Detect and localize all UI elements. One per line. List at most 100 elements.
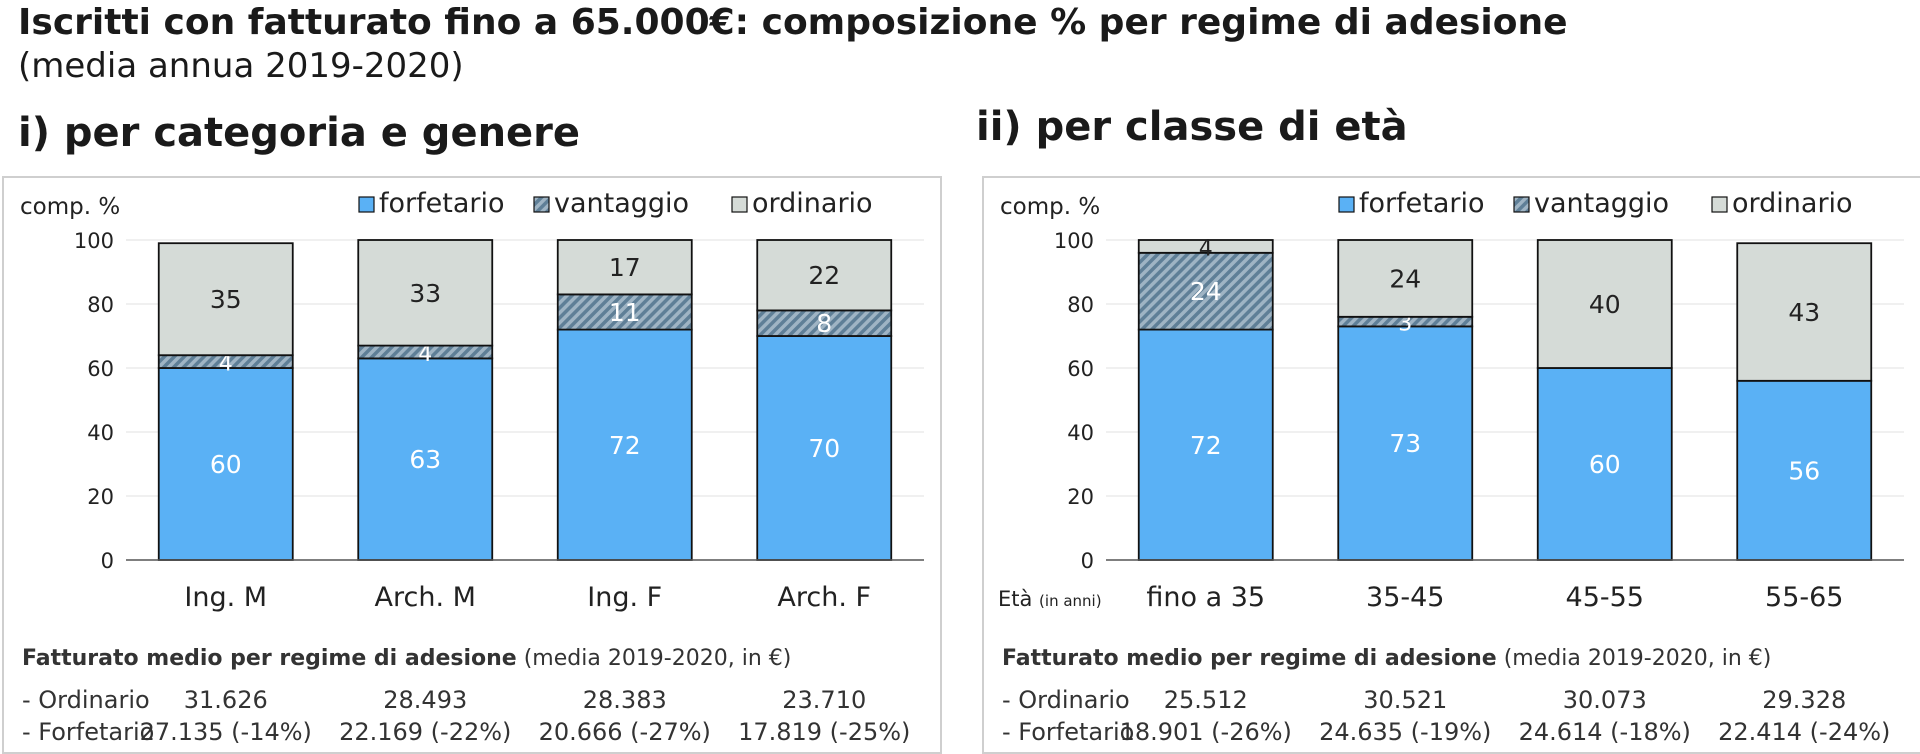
footer-value-cell: 30.521 xyxy=(1363,686,1448,714)
y-tick-label: 0 xyxy=(101,549,114,573)
y-tick-label: 80 xyxy=(1067,293,1094,317)
x-tick-label: 55-65 xyxy=(1765,582,1843,613)
section-heading-age-class: ii) per classe di età xyxy=(976,104,1408,150)
data-label-ordinario: 22 xyxy=(808,261,840,290)
y-tick-label: 100 xyxy=(74,229,114,253)
legend-label-forfetario: forfetario xyxy=(1359,188,1485,219)
legend-swatch-forfetario xyxy=(358,196,375,213)
footer-value-cell: 24.614 (-18%) xyxy=(1518,718,1691,746)
footer-value-cell: 30.073 xyxy=(1562,686,1647,714)
bar-segment-forfetario xyxy=(1736,379,1873,561)
chart-panel-category-gender: comp. % forfetario vantaggio ordinario 0 20 40… xyxy=(2,176,942,754)
data-label-forfetario: 60 xyxy=(1589,450,1621,479)
data-label-forfetario: 60 xyxy=(210,450,242,479)
footer-value-cell: 22.414 (-24%) xyxy=(1718,718,1891,746)
data-label-ordinario: 17 xyxy=(609,253,641,282)
stacked-bar-chart-age-class: comp. % forfetario vantaggio ordinario 0 20 40… xyxy=(998,188,1904,613)
footer-value-cell: 27.135 (-14%) xyxy=(139,718,312,746)
legend-swatch-forfetario xyxy=(1338,196,1355,213)
data-label-forfetario: 63 xyxy=(409,445,441,474)
bar-segment-ordinario xyxy=(157,242,294,357)
footer-title: Fatturato medio per regime di adesione (… xyxy=(1002,646,1771,671)
bar-segment-forfetario xyxy=(756,335,893,561)
x-axis-label-main: Età xyxy=(998,587,1039,611)
data-label-forfetario: 72 xyxy=(1190,431,1222,460)
data-label-ordinario: 40 xyxy=(1589,290,1621,319)
footer-value-cell: 23.710 xyxy=(782,686,867,714)
x-tick-label: Arch. F xyxy=(777,582,871,613)
footer-title-bold: Fatturato medio per regime di adesione xyxy=(22,646,517,671)
bar-segment-forfetario xyxy=(357,357,494,561)
y-tick-label: 20 xyxy=(87,485,114,509)
data-label-ordinario: 4 xyxy=(1199,236,1213,261)
footer-value-cell: 20.666 (-27%) xyxy=(538,718,711,746)
bar-segment-ordinario xyxy=(357,239,494,347)
legend-swatch-vantaggio xyxy=(533,196,550,213)
y-tick-label: 40 xyxy=(1067,421,1094,445)
footer-row-label: - Forfetario xyxy=(22,718,155,746)
bar-segment-ordinario xyxy=(1337,239,1474,318)
footer-row-label: - Ordinario xyxy=(22,686,150,714)
footer-title: Fatturato medio per regime di adesione (… xyxy=(22,646,791,671)
data-label-vantaggio: 24 xyxy=(1190,277,1222,306)
bar-segment-ordinario xyxy=(556,239,693,296)
bar-segment-forfetario xyxy=(1536,367,1673,561)
y-tick-label: 20 xyxy=(1067,485,1094,509)
x-axis-label: Età (in anni) xyxy=(998,587,1102,611)
y-axis-label: comp. % xyxy=(1000,194,1100,220)
bar-segment-ordinario xyxy=(756,239,893,312)
data-label-ordinario: 43 xyxy=(1788,298,1820,327)
footer-value-cell: 31.626 xyxy=(183,686,268,714)
bar-segment-vantaggio xyxy=(756,309,893,337)
x-tick-label: 45-55 xyxy=(1566,582,1644,613)
footer-value-cell: 22.169 (-22%) xyxy=(339,718,512,746)
bar-segment-ordinario xyxy=(1137,239,1274,254)
data-label-vantaggio: 3 xyxy=(1398,312,1412,337)
x-tick-label: Ing. M xyxy=(184,582,267,613)
legend-swatch-ordinario xyxy=(1711,196,1728,213)
y-tick-label: 80 xyxy=(87,293,114,317)
bar-segment-ordinario xyxy=(1736,242,1873,382)
footer-row-label: - Forfetario xyxy=(1002,718,1135,746)
legend-label-vantaggio: vantaggio xyxy=(554,188,689,219)
data-label-forfetario: 72 xyxy=(609,431,641,460)
bar-segment-forfetario xyxy=(157,367,294,561)
footer-title-rest: (media 2019-2020, in €) xyxy=(523,646,792,671)
data-label-forfetario: 70 xyxy=(808,434,840,463)
bar-segment-ordinario xyxy=(1536,239,1673,369)
x-tick-label: 35-45 xyxy=(1366,582,1444,613)
data-label-vantaggio: 4 xyxy=(418,342,432,367)
footer-value-cell: 28.493 xyxy=(383,686,468,714)
chart-panel-age-class: comp. % forfetario vantaggio ordinario 0 20 40… xyxy=(982,176,1920,754)
data-label-forfetario: 56 xyxy=(1788,456,1820,485)
y-tick-label: 60 xyxy=(87,357,114,381)
data-label-vantaggio: 8 xyxy=(816,309,832,338)
data-label-ordinario: 33 xyxy=(409,279,441,308)
legend-label-ordinario: ordinario xyxy=(752,188,873,219)
footer-value-cell: 29.328 xyxy=(1762,686,1847,714)
x-tick-label: Ing. F xyxy=(587,582,662,613)
y-tick-label: 40 xyxy=(87,421,114,445)
y-tick-label: 0 xyxy=(1081,549,1094,573)
page-title: Iscritti con fatturato fino a 65.000€: c… xyxy=(18,2,1568,43)
data-label-vantaggio: 11 xyxy=(609,298,641,327)
y-tick-label: 100 xyxy=(1054,229,1094,253)
section-heading-category-gender: i) per categoria e genere xyxy=(18,110,581,156)
x-axis-label-note: (in anni) xyxy=(1039,592,1102,610)
footer-value-cell: 17.819 (-25%) xyxy=(738,718,911,746)
bar-segment-forfetario xyxy=(1137,328,1274,561)
x-tick-label: Arch. M xyxy=(375,582,476,613)
footer-value-cell: 28.383 xyxy=(582,686,667,714)
footer-title-bold: Fatturato medio per regime di adesione xyxy=(1002,646,1497,671)
y-axis-label: comp. % xyxy=(20,194,120,220)
footer-title-rest: (media 2019-2020, in €) xyxy=(1503,646,1772,671)
footer-value-cell: 18.901 (-26%) xyxy=(1119,718,1292,746)
footer-value-cell: 25.512 xyxy=(1163,686,1248,714)
bar-segment-vantaggio xyxy=(556,293,693,331)
legend-label-forfetario: forfetario xyxy=(379,188,505,219)
data-label-vantaggio: 4 xyxy=(219,352,233,377)
bar-segment-forfetario xyxy=(556,328,693,561)
footer-value-cell: 24.635 (-19%) xyxy=(1319,718,1492,746)
page-subtitle: (media annua 2019-2020) xyxy=(18,46,464,86)
x-tick-label: fino a 35 xyxy=(1146,582,1265,613)
